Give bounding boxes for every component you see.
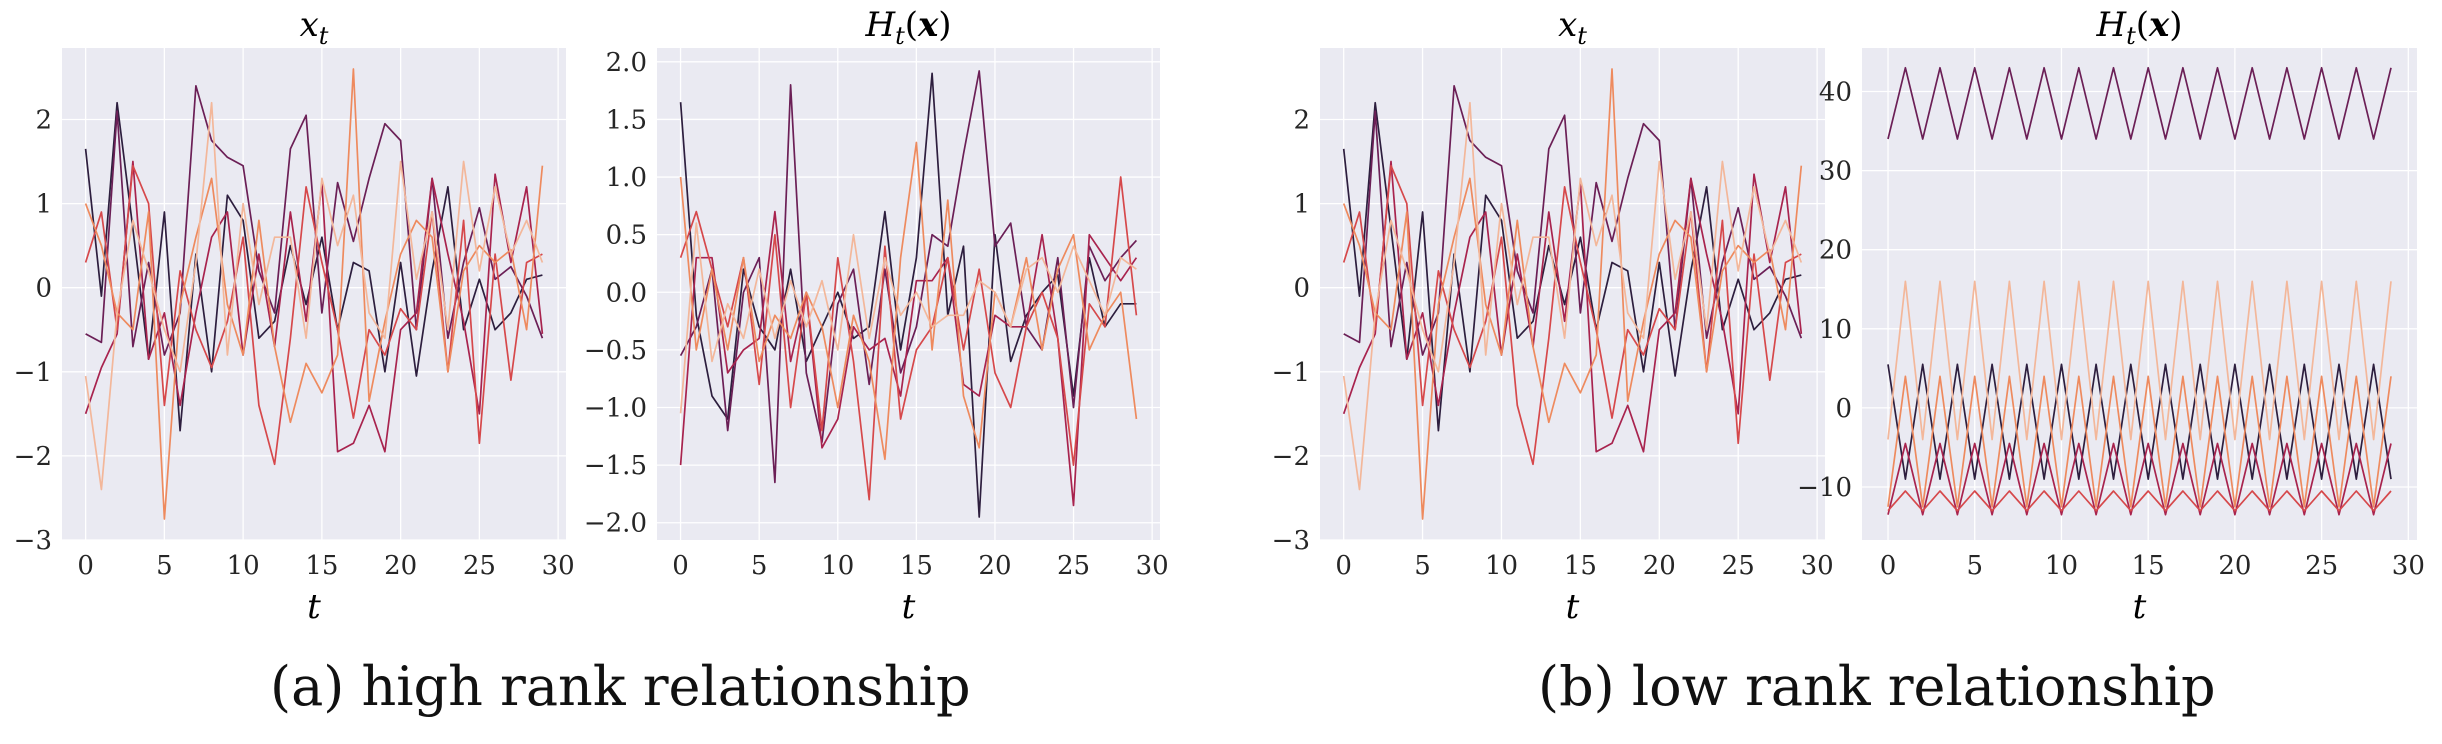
x-tick-label: 30 bbox=[2392, 551, 2425, 581]
series-line-5 bbox=[679, 141, 1138, 461]
plot-area bbox=[1320, 48, 1825, 540]
y-tick-label: 20 bbox=[1819, 236, 1852, 266]
y-tick-label: 40 bbox=[1819, 78, 1852, 108]
chart-title: Ht(x) bbox=[864, 5, 951, 50]
x-tick-label: 20 bbox=[384, 551, 417, 581]
y-tick-label: 0 bbox=[1835, 394, 1852, 424]
x-tick-label: 25 bbox=[2305, 551, 2338, 581]
x-tick-label: 25 bbox=[1722, 551, 1755, 581]
x-tick-label: 30 bbox=[542, 551, 575, 581]
x-tick-label: 0 bbox=[77, 551, 94, 581]
y-tick-label: 0 bbox=[1293, 274, 1310, 304]
y-tick-label: 10 bbox=[1819, 315, 1852, 345]
series-line-5 bbox=[1887, 375, 2392, 508]
y-tick-label: −3 bbox=[1272, 526, 1310, 556]
chart-title: xt bbox=[1558, 5, 1587, 50]
y-tick-label: −1.5 bbox=[584, 451, 647, 481]
x-tick-label: 20 bbox=[1643, 551, 1676, 581]
series-line-4 bbox=[84, 164, 543, 466]
series-line-6 bbox=[1887, 280, 2392, 441]
chart-panel-4: 0 5 10 15 20 25 30 −10 0 10 20 30 40 Ht(x) t bbox=[1797, 5, 2425, 627]
series-line-1 bbox=[84, 101, 543, 432]
y-tick-label: −2.0 bbox=[584, 509, 647, 539]
chart-title: xt bbox=[300, 5, 329, 50]
chart-panel-3: 0 5 10 15 20 25 30 −3 −2 −1 0 1 2 xt t bbox=[1272, 5, 1834, 627]
series-line-4 bbox=[1342, 164, 1802, 466]
y-tick-label: 1 bbox=[1293, 190, 1310, 220]
x-tick-label: 20 bbox=[2218, 551, 2251, 581]
series-line-5 bbox=[1342, 68, 1803, 520]
x-tick-label: 0 bbox=[1335, 551, 1352, 581]
series-line-2 bbox=[1887, 66, 2392, 140]
y-tick-label: 0 bbox=[35, 274, 52, 304]
x-tick-label: 5 bbox=[751, 551, 768, 581]
y-tick-label: −1.0 bbox=[584, 393, 647, 423]
series-line-3 bbox=[1887, 442, 2392, 516]
series-line-6 bbox=[679, 222, 1137, 414]
x-tick-label: 15 bbox=[305, 551, 338, 581]
y-tick-label: 1.0 bbox=[606, 163, 647, 193]
x-tick-label: 15 bbox=[900, 551, 933, 581]
y-tick-label: −1 bbox=[14, 358, 52, 388]
x-tick-label: 30 bbox=[1801, 551, 1834, 581]
y-tick-label: −2 bbox=[14, 442, 52, 472]
series-line-4 bbox=[1887, 490, 2392, 512]
series-line-5 bbox=[84, 68, 544, 520]
x-axis-label: t bbox=[2133, 587, 2147, 627]
chart-title: Ht(x) bbox=[2095, 5, 2182, 50]
x-axis-label: t bbox=[902, 587, 916, 627]
y-tick-label: 0.5 bbox=[606, 221, 647, 251]
series-line-1 bbox=[1342, 101, 1802, 432]
y-tick-label: 2 bbox=[35, 105, 52, 135]
y-tick-label: −0.5 bbox=[584, 336, 647, 366]
caption-right: (b) low rank relationship bbox=[1538, 655, 2216, 718]
series-line-6 bbox=[1342, 101, 1803, 491]
y-tick-label: 2 bbox=[1293, 105, 1310, 135]
x-tick-label: 0 bbox=[1880, 551, 1897, 581]
x-axis-label: t bbox=[1566, 587, 1580, 627]
y-tick-label: 30 bbox=[1819, 157, 1852, 187]
caption-left: (a) high rank relationship bbox=[270, 655, 971, 718]
x-tick-label: 0 bbox=[672, 551, 689, 581]
x-tick-label: 15 bbox=[1564, 551, 1597, 581]
x-tick-label: 25 bbox=[463, 551, 496, 581]
x-tick-label: 5 bbox=[1414, 551, 1431, 581]
chart-panel-2: 0 5 10 15 20 25 30 −2.0 −1.5 −1.0 −0.5 0.0 0.5 1.0 1.5… bbox=[584, 5, 1169, 627]
x-tick-label: 25 bbox=[1057, 551, 1090, 581]
x-tick-label: 5 bbox=[156, 551, 173, 581]
y-tick-label: 0.0 bbox=[606, 278, 647, 308]
x-axis-label: t bbox=[307, 587, 321, 627]
x-tick-label: 5 bbox=[1966, 551, 1983, 581]
series-line-4 bbox=[679, 176, 1138, 501]
x-tick-label: 10 bbox=[821, 551, 854, 581]
y-tick-label: −10 bbox=[1797, 473, 1852, 503]
y-tick-label: −3 bbox=[14, 526, 52, 556]
y-tick-label: 1 bbox=[35, 190, 52, 220]
y-tick-label: −2 bbox=[1272, 442, 1310, 472]
series-line-1 bbox=[1887, 363, 2392, 480]
x-tick-label: 20 bbox=[978, 551, 1011, 581]
y-tick-label: 1.5 bbox=[606, 105, 647, 135]
x-tick-label: 10 bbox=[1485, 551, 1518, 581]
chart-panel-1: 0 5 10 15 20 25 30 −3 −2 −1 0 1 2 xt t bbox=[14, 5, 575, 627]
plot-area bbox=[62, 48, 566, 540]
x-tick-label: 10 bbox=[227, 551, 260, 581]
series-line-6 bbox=[84, 101, 544, 491]
x-tick-label: 10 bbox=[2045, 551, 2078, 581]
x-tick-label: 30 bbox=[1136, 551, 1169, 581]
y-tick-label: 2.0 bbox=[606, 48, 647, 78]
x-tick-label: 15 bbox=[2132, 551, 2165, 581]
y-tick-label: −1 bbox=[1272, 358, 1310, 388]
